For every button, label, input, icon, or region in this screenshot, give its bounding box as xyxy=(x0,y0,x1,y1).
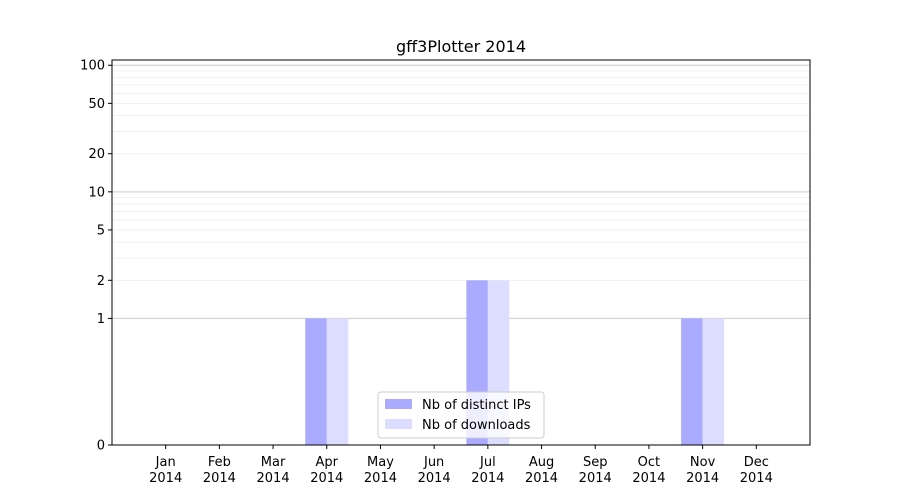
y-tick-label: 5 xyxy=(97,223,105,238)
x-axis: Jan 2014 Feb 2014 Mar 2014 Apr 2014 May 2014 Jun 20… xyxy=(149,445,773,486)
y-tick-label: 10 xyxy=(88,185,105,200)
plot-frame xyxy=(111,59,811,446)
chart-title: gff3Plotter 2014 xyxy=(396,37,526,56)
y-tick-label: 2 xyxy=(97,274,105,289)
x-tick-label: Jul 2014 xyxy=(471,455,504,486)
bar-distinct-ips xyxy=(681,318,703,445)
bar-distinct-ips xyxy=(305,318,327,445)
x-tick-label: Jan 2014 xyxy=(149,455,182,486)
x-tick-label: Apr 2014 xyxy=(310,455,343,486)
x-tick-label: Jun 2014 xyxy=(418,455,451,486)
x-tick-label: Aug 2014 xyxy=(525,455,558,486)
y-tick-label: 100 xyxy=(80,59,105,74)
x-tick-label: May 2014 xyxy=(364,455,397,486)
x-tick-label: Mar 2014 xyxy=(257,455,290,486)
legend-label: Nb of downloads xyxy=(422,418,531,433)
legend-swatch xyxy=(385,399,412,409)
x-tick-label: Feb 2014 xyxy=(203,455,236,486)
legend-label: Nb of distinct IPs xyxy=(422,398,531,413)
x-tick-label: Nov 2014 xyxy=(686,455,719,486)
x-tick-label: Sep 2014 xyxy=(579,455,612,486)
y-axis: 0 1 2 5 10 20 50 100 xyxy=(80,59,112,454)
y-tick-label: 1 xyxy=(97,312,105,327)
legend-swatch xyxy=(385,419,412,429)
y-tick-label: 20 xyxy=(88,147,105,162)
bar-downloads xyxy=(702,318,725,445)
x-tick-label: Dec 2014 xyxy=(740,455,773,486)
grid xyxy=(112,64,810,319)
x-tick-label: Oct 2014 xyxy=(632,455,665,486)
y-tick-label: 50 xyxy=(88,97,105,112)
legend-box xyxy=(377,391,545,439)
bar-downloads xyxy=(326,318,349,445)
legend: Nb of distinct IPs Nb of downloads xyxy=(377,391,545,439)
y-tick-label: 0 xyxy=(97,439,105,454)
